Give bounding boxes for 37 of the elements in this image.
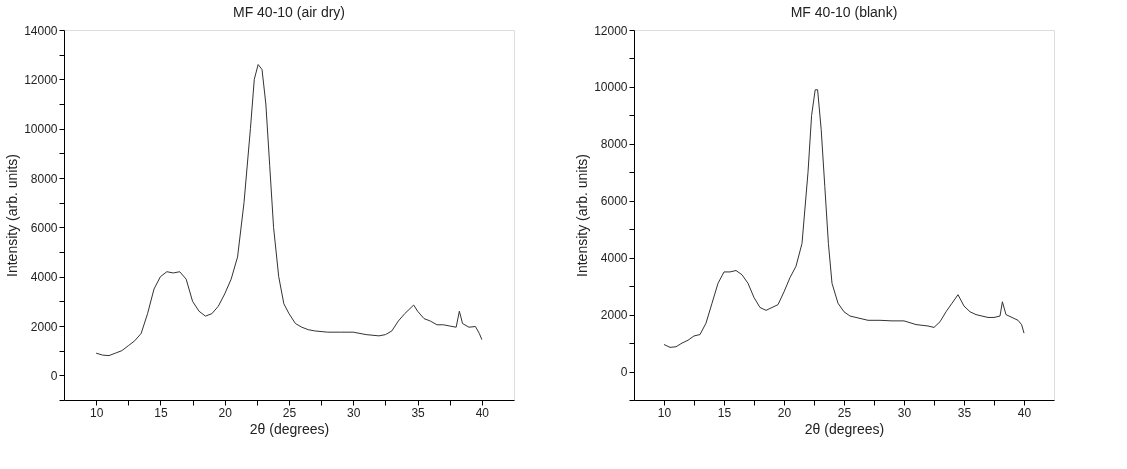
y-tick-label: 12000 <box>594 23 628 38</box>
x-tick-label: 25 <box>837 405 852 420</box>
y-axis-title: Intensity (arb. units) <box>4 154 21 277</box>
y-tick-label: 8000 <box>600 137 628 152</box>
x-tick-label: 25 <box>282 405 297 420</box>
y-tick-label: 4000 <box>30 270 58 285</box>
y-tick-label: 8000 <box>30 171 58 186</box>
x-tick-label: 30 <box>897 405 912 420</box>
y-axis-title: Intensity (arb. units) <box>574 154 591 277</box>
y-tick-label: 2000 <box>600 308 628 323</box>
x-tick-label: 20 <box>777 405 792 420</box>
y-tick-label: 6000 <box>30 220 58 235</box>
x-axis-title: 2θ (degrees) <box>249 420 330 437</box>
y-tick-label: 2000 <box>30 319 58 334</box>
y-tick-label: 0 <box>620 365 628 380</box>
y-tick-label: 6000 <box>600 194 628 209</box>
line-series <box>663 89 1025 348</box>
y-tick-label: 4000 <box>600 251 628 266</box>
y-tick-label: 0 <box>50 368 58 383</box>
x-tick-label: 35 <box>411 405 426 420</box>
chart-title: MF 40-10 (air dry) <box>232 4 346 20</box>
x-tick-label: 40 <box>1017 405 1032 420</box>
chart-title: MF 40-10 (blank) <box>790 4 898 20</box>
x-axis-title: 2θ (degrees) <box>804 420 885 437</box>
y-tick-label: 14000 <box>24 23 58 38</box>
x-tick-label: 30 <box>347 405 361 420</box>
x-tick-label: 35 <box>957 405 972 420</box>
x-tick-label: 40 <box>475 405 490 420</box>
x-tick-label: 15 <box>154 405 168 420</box>
x-tick-label: 10 <box>89 405 104 420</box>
y-tick-label: 10000 <box>594 80 628 95</box>
x-tick-label: 20 <box>218 405 233 420</box>
y-tick-label: 10000 <box>24 122 58 137</box>
line-series <box>95 64 483 357</box>
y-tick-label: 12000 <box>24 72 58 87</box>
x-tick-label: 15 <box>717 405 732 420</box>
x-tick-label: 10 <box>657 405 672 420</box>
